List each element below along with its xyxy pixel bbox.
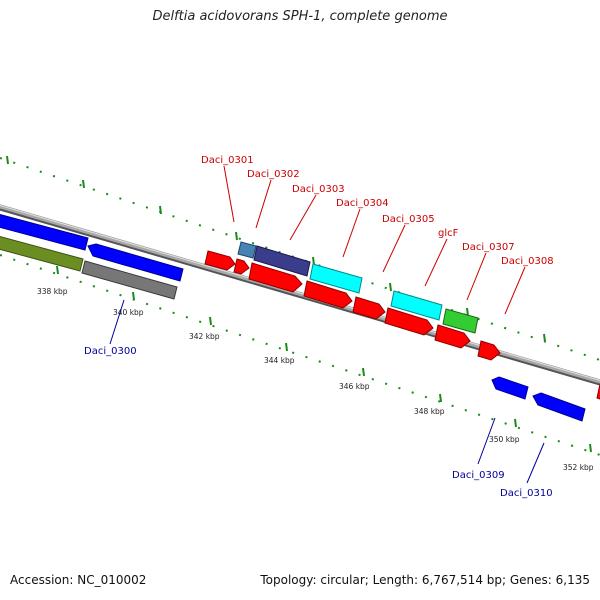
inner-major-tick	[589, 443, 592, 453]
gene-daci0305[interactable]	[303, 280, 353, 309]
gene-daci0303[interactable]	[309, 263, 363, 294]
inner-major-tick	[285, 342, 288, 352]
inner-major-tick	[132, 291, 135, 301]
gene-label-daci0309[interactable]: Daci_0309	[452, 470, 505, 481]
gene-daci0307[interactable]	[442, 308, 479, 334]
gene-red-forward-5[interactable]	[352, 296, 386, 320]
leader-line-daci0307	[466, 252, 487, 301]
gene-label-glcF[interactable]: glcF	[438, 228, 459, 239]
leader-line-daci0301	[223, 165, 235, 223]
reverse-genes	[0, 214, 600, 422]
outer-major-tick	[82, 179, 85, 189]
outer-major-tick	[312, 256, 315, 266]
outer-major-tick	[389, 282, 392, 292]
gene-label-daci0307[interactable]: Daci_0307	[462, 242, 515, 253]
forward-genes-lower	[204, 250, 501, 361]
leader-line-daci0302	[255, 179, 272, 229]
gene-olive-forward[interactable]	[0, 236, 84, 272]
leader-line-glcF	[424, 238, 448, 287]
leader-lines	[109, 165, 545, 484]
outer-major-tick	[159, 205, 162, 215]
forward-genes-upper	[237, 241, 479, 334]
tick-label: 352 kbp	[563, 463, 594, 472]
leader-line-daci0309	[477, 417, 496, 465]
gene-label-daci0308[interactable]: Daci_0308	[501, 256, 554, 267]
gene-red-forward-2[interactable]	[233, 258, 250, 275]
gene-daci0304[interactable]	[248, 262, 303, 293]
inner-major-tick	[362, 367, 365, 377]
gene-daci0310-reverse[interactable]	[532, 392, 586, 422]
gene-red-edge[interactable]	[596, 383, 600, 400]
gene-label-daci0301[interactable]: Daci_0301	[201, 155, 254, 166]
tick-labels: 338 kbp 340 kbp 342 kbp 344 kbp 346 kbp …	[37, 287, 594, 472]
backbone-line	[0, 204, 600, 384]
gene-gray[interactable]	[81, 260, 178, 300]
gene-daci0301[interactable]	[237, 241, 257, 259]
gene-label-daci0305[interactable]: Daci_0305	[382, 214, 435, 225]
major-ticks	[6, 155, 592, 453]
leader-line-daci0305	[382, 224, 406, 273]
genome-summary-text: Topology: circular; Length: 6,767,514 bp…	[260, 573, 590, 587]
gene-labels: Daci_0301 Daci_0302 Daci_0303 Daci_0304 …	[84, 155, 554, 499]
leader-line-daci0300	[109, 299, 125, 345]
tick-label: 338 kbp	[37, 287, 68, 296]
gene-label-daci0304[interactable]: Daci_0304	[336, 198, 389, 209]
leader-line-daci0308	[504, 266, 526, 315]
gene-red-forward-1[interactable]	[204, 250, 236, 271]
inner-major-tick	[56, 265, 59, 275]
outer-major-tick	[6, 155, 9, 165]
tick-label: 344 kbp	[264, 356, 295, 365]
inner-major-tick	[439, 393, 442, 403]
gene-daci0302[interactable]	[253, 245, 311, 277]
gene-label-daci0303[interactable]: Daci_0303	[292, 184, 345, 195]
leader-line-daci0310	[526, 442, 545, 484]
genome-backbone	[0, 204, 600, 386]
gene-label-daci0300[interactable]: Daci_0300	[84, 346, 137, 357]
tick-label: 340 kbp	[113, 308, 144, 317]
tick-label: 348 kbp	[414, 407, 445, 416]
gene-label-daci0302[interactable]: Daci_0302	[247, 169, 300, 180]
backbone-highlight	[0, 204, 600, 382]
leader-line-daci0304	[342, 208, 361, 258]
gene-red-forward-7[interactable]	[434, 324, 471, 349]
tick-label: 342 kbp	[189, 332, 220, 341]
tick-label: 346 kbp	[339, 382, 370, 391]
gene-blue-reverse[interactable]	[0, 214, 89, 251]
gene-red-forward-6[interactable]	[384, 307, 434, 336]
gene-daci0309-reverse[interactable]	[491, 376, 529, 400]
tick-label: 350 kbp	[489, 435, 520, 444]
inner-major-tick	[209, 316, 212, 326]
gene-daci0300-reverse[interactable]	[87, 243, 184, 282]
outer-major-tick	[543, 333, 546, 343]
inner-major-tick	[514, 418, 517, 428]
gene-label-daci0310[interactable]: Daci_0310	[500, 488, 553, 499]
accession-text: Accession: NC_010002	[10, 573, 147, 587]
outer-major-tick	[235, 231, 238, 241]
leader-line-daci0303	[289, 194, 317, 241]
gene-glcF[interactable]	[390, 290, 443, 321]
gene-daci0308[interactable]	[477, 340, 501, 361]
page-title: Delftia acidovorans SPH-1, complete geno…	[152, 9, 448, 24]
